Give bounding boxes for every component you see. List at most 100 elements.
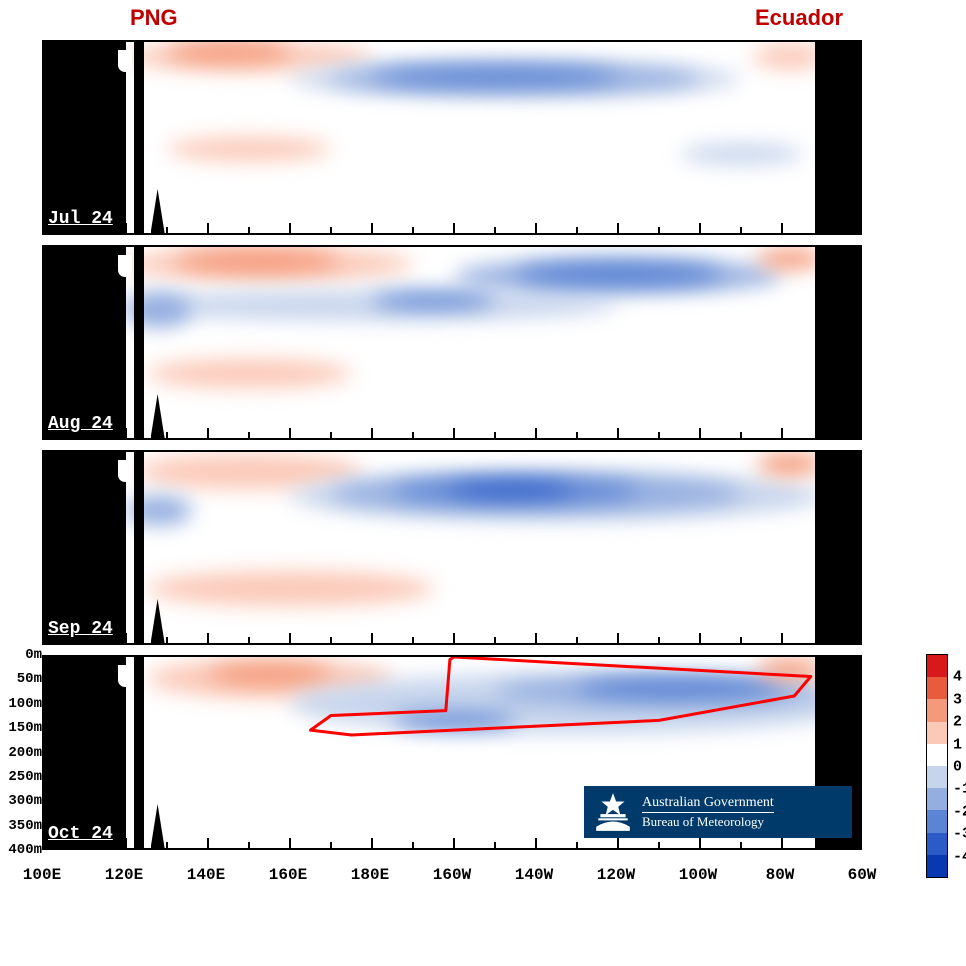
- anomaly-blob: [208, 664, 331, 684]
- colorbar-segment: [927, 833, 947, 855]
- x-tick-label: 100W: [679, 866, 717, 884]
- x-tick: [699, 428, 701, 438]
- anomaly-blob: [167, 137, 331, 161]
- colorbar: 43210-1-2-3-4: [926, 654, 948, 878]
- y-tick-label: 50m: [2, 671, 42, 687]
- x-tick: [781, 633, 783, 643]
- x-tick: [43, 633, 45, 643]
- x-tick: [453, 838, 455, 848]
- colorbar-tick-label: 2: [953, 714, 962, 731]
- panels-stack: Jul 24 Aug 24 Sep 24 Oct 24 Australian Gover…: [42, 40, 922, 880]
- x-tick: [535, 838, 537, 848]
- colorbar-tick-label: -3: [953, 826, 966, 843]
- x-tick: [207, 223, 209, 233]
- panel-sep-24: Sep 24: [42, 450, 862, 645]
- anomaly-blob: [393, 713, 516, 728]
- anomaly-blob: [757, 249, 823, 269]
- y-tick-label: 350m: [2, 818, 42, 834]
- anomaly-blob: [450, 484, 573, 496]
- x-tick-label: 160E: [269, 866, 307, 884]
- colorbar-tick-label: -2: [953, 803, 966, 820]
- x-tick: [289, 633, 291, 643]
- panel-date-label: Aug 24: [48, 414, 113, 434]
- x-tick: [617, 633, 619, 643]
- x-tick: [289, 428, 291, 438]
- x-axis: 100E120E140E160E180E160W140W120W100W80W6…: [42, 856, 862, 896]
- y-tick-label: 400m: [2, 842, 42, 858]
- x-tick: [371, 428, 373, 438]
- y-tick-label: 0m: [2, 647, 42, 663]
- colorbar-segment: [927, 766, 947, 788]
- landmass-west: [44, 657, 126, 848]
- landmass-spike: [134, 42, 144, 233]
- anomaly-blob: [516, 263, 721, 285]
- panel-date-label: Oct 24: [48, 824, 113, 844]
- x-tick: [43, 838, 45, 848]
- landmass-east: [815, 247, 862, 438]
- x-tick: [535, 223, 537, 233]
- anomaly-blob: [372, 68, 618, 85]
- landmass-east: [815, 452, 862, 643]
- attribution-text: Australian Government Bureau of Meteorolo…: [642, 795, 774, 830]
- figure-container: PNG Ecuador Jul 24 Aug 24 Sep 24 Oct 24 Aust…: [0, 0, 966, 966]
- panel-aug-24: Aug 24: [42, 245, 862, 440]
- x-tick: [207, 838, 209, 848]
- x-tick: [453, 428, 455, 438]
- x-tick-label: 120W: [597, 866, 635, 884]
- colorbar-segment: [927, 722, 947, 744]
- landmass-spike: [134, 657, 144, 848]
- y-tick-label: 300m: [2, 793, 42, 809]
- landmass-east: [815, 42, 862, 233]
- colorbar-segment: [927, 699, 947, 721]
- colorbar-tick-label: 0: [953, 759, 962, 776]
- x-tick: [125, 223, 127, 233]
- anomaly-blob: [372, 293, 495, 308]
- x-tick: [125, 838, 127, 848]
- x-tick: [617, 223, 619, 233]
- gov-crest-icon: [592, 791, 634, 833]
- x-tick: [535, 633, 537, 643]
- attribution-box: Australian Government Bureau of Meteorolo…: [584, 786, 852, 838]
- x-tick: [125, 633, 127, 643]
- landmass-west: [44, 247, 126, 438]
- x-tick-label: 140E: [187, 866, 225, 884]
- top-labels: PNG Ecuador: [0, 0, 966, 40]
- x-tick: [453, 223, 455, 233]
- anomaly-blob: [757, 453, 823, 475]
- label-ecuador: Ecuador: [755, 5, 843, 31]
- attribution-line1: Australian Government: [642, 795, 774, 813]
- x-tick: [289, 838, 291, 848]
- colorbar-tick-label: -1: [953, 781, 966, 798]
- y-tick-label: 250m: [2, 769, 42, 785]
- colorbar-tick-label: 4: [953, 669, 962, 686]
- attribution-line2: Bureau of Meteorology: [642, 815, 774, 829]
- anomaly-blob: [680, 144, 803, 164]
- anomaly-blob: [126, 291, 618, 320]
- panel-date-label: Jul 24: [48, 209, 113, 229]
- colorbar-segment: [927, 655, 947, 677]
- x-tick-label: 120E: [105, 866, 143, 884]
- anomaly-blob: [175, 250, 339, 272]
- colorbar-segment: [927, 677, 947, 699]
- y-tick-label: 200m: [2, 745, 42, 761]
- x-tick: [699, 223, 701, 233]
- anomaly-blob: [167, 42, 290, 62]
- panel-oct-24: Oct 24 Australian Government Bureau of Met…: [42, 655, 862, 850]
- colorbar-segment: [927, 744, 947, 766]
- x-tick-label: 80W: [766, 866, 795, 884]
- x-tick: [43, 223, 45, 233]
- x-tick: [699, 838, 701, 848]
- colorbar-tick-label: -4: [953, 848, 966, 865]
- x-tick-label: 160W: [433, 866, 471, 884]
- colorbar-tick-label: 3: [953, 691, 962, 708]
- y-tick-label: 150m: [2, 720, 42, 736]
- x-tick-label: 60W: [848, 866, 877, 884]
- anomaly-blob: [147, 571, 434, 605]
- panel-date-label: Sep 24: [48, 619, 113, 639]
- colorbar-segment: [927, 855, 947, 877]
- x-tick-label: 100E: [23, 866, 61, 884]
- x-tick: [43, 428, 45, 438]
- panel-jul-24: Jul 24: [42, 40, 862, 235]
- x-tick: [371, 838, 373, 848]
- x-tick: [781, 838, 783, 848]
